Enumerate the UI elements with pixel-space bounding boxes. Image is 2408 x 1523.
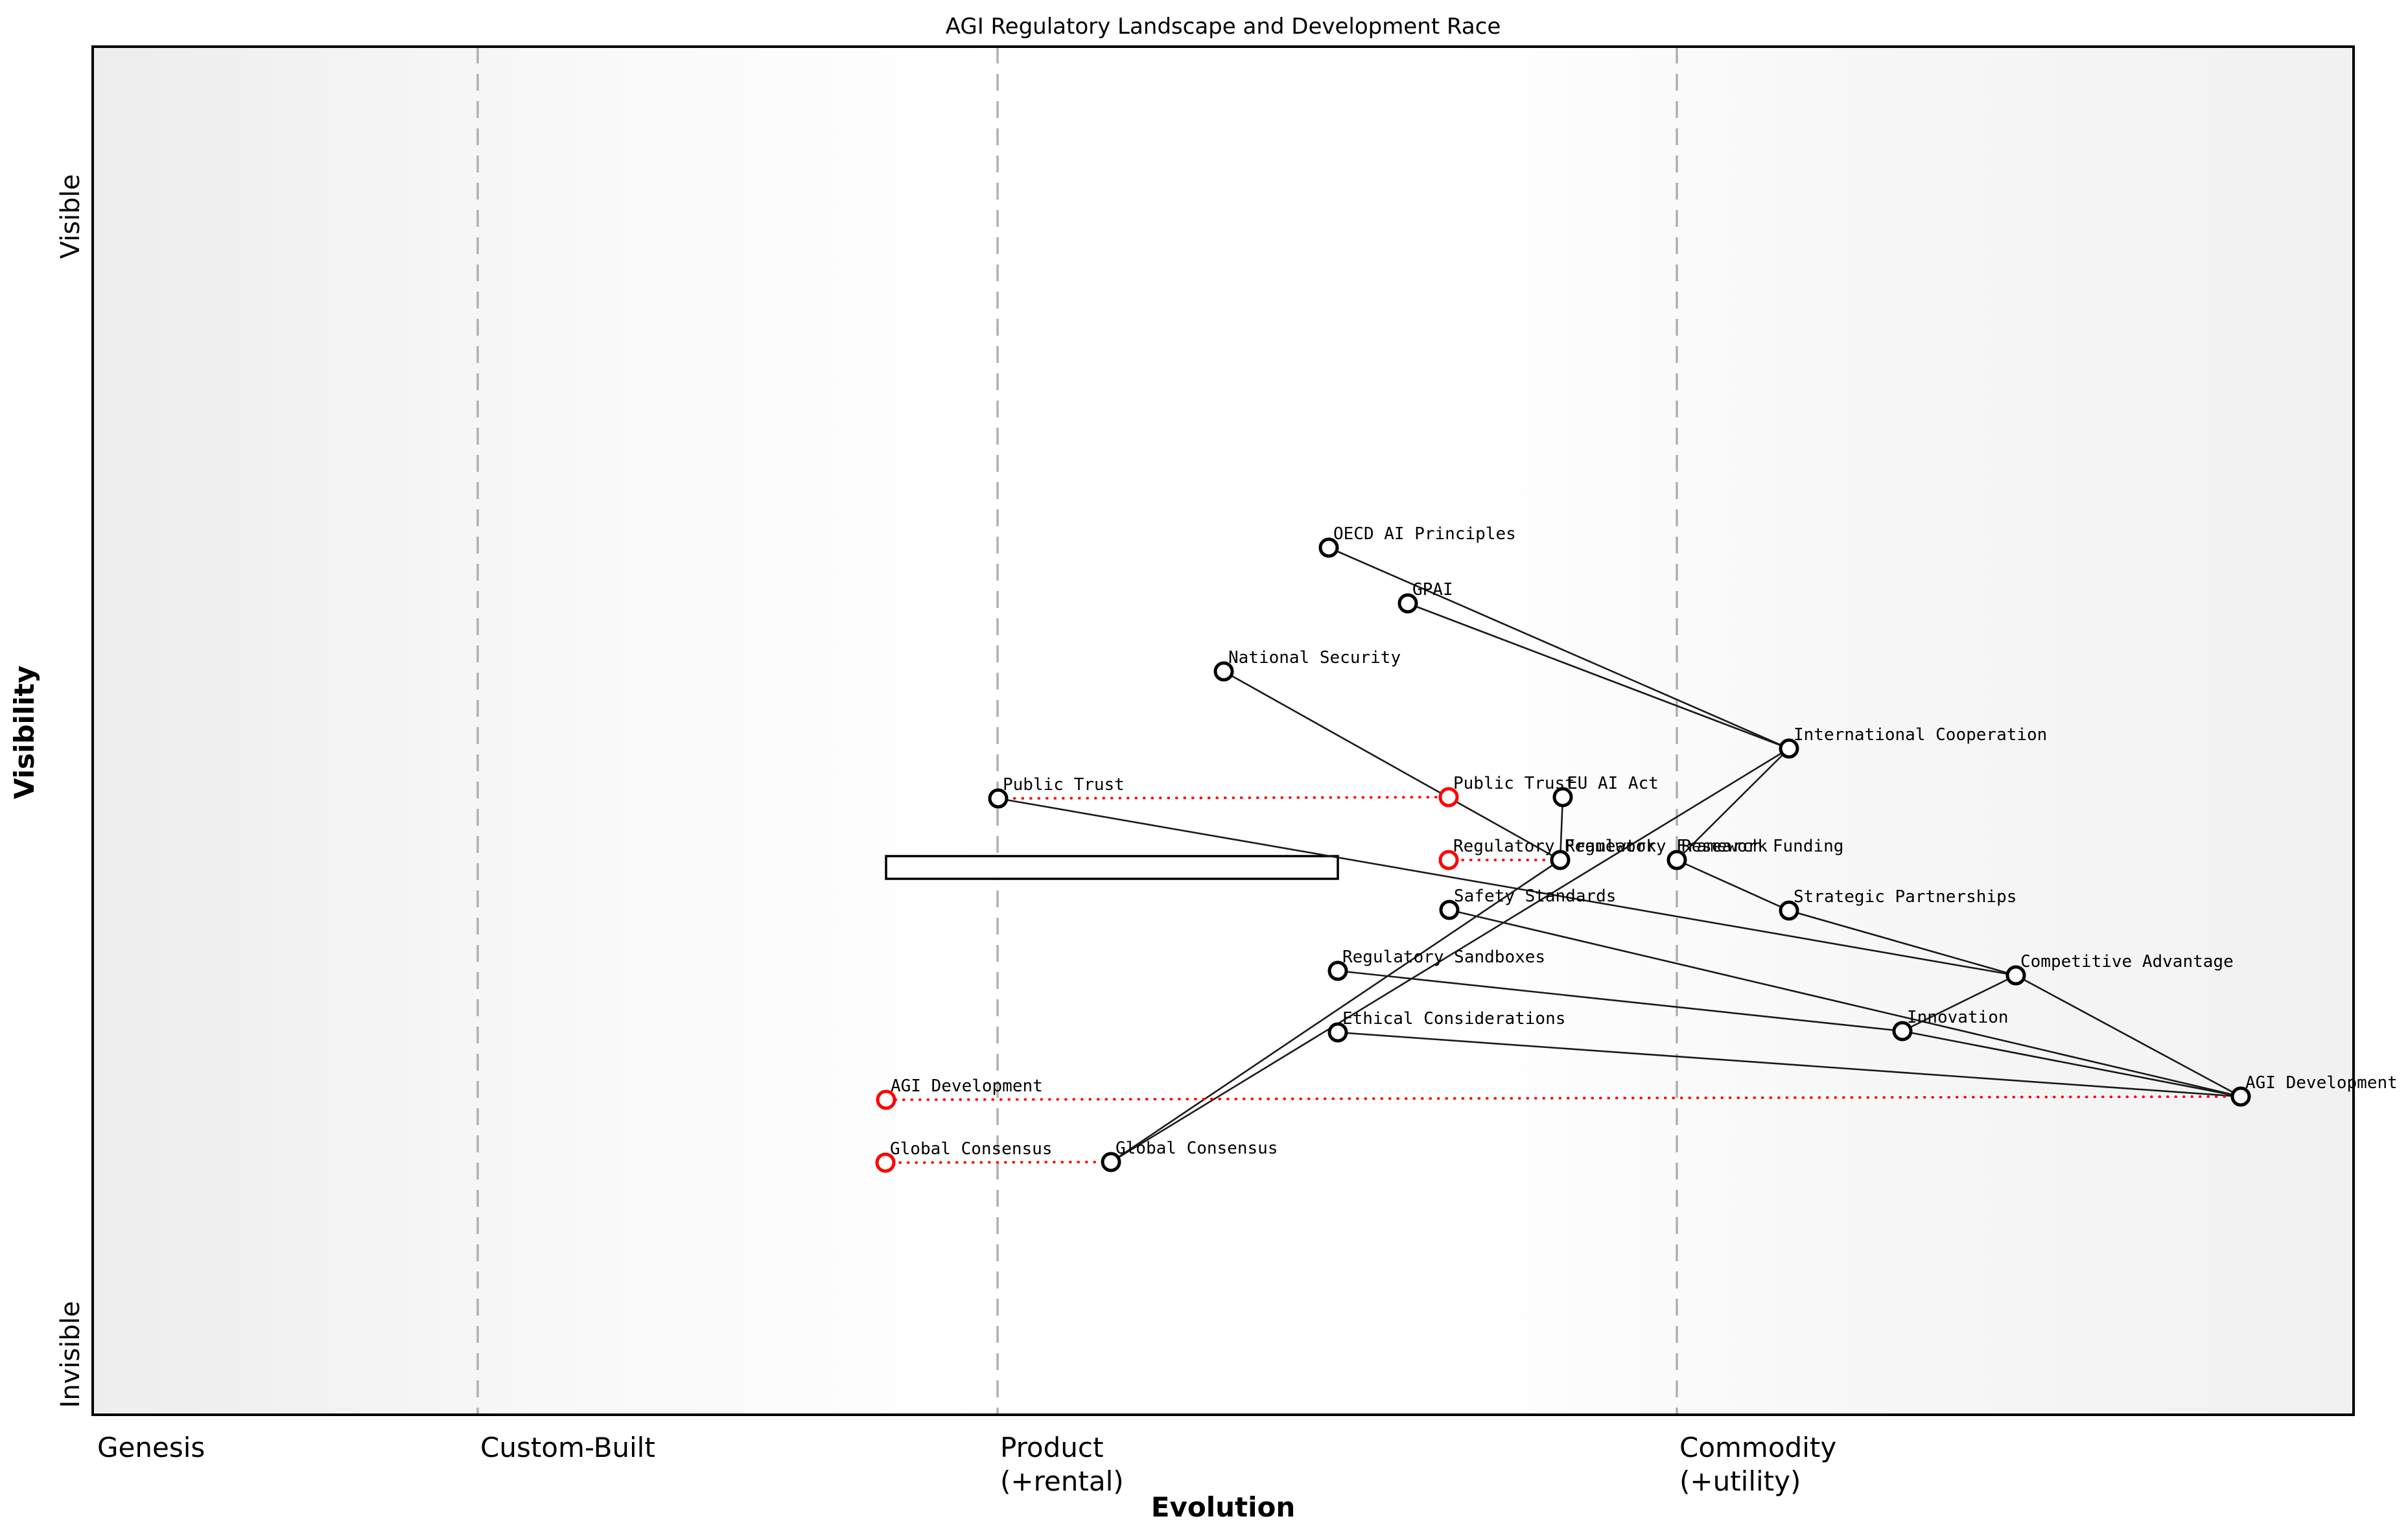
dependency-edge [1223, 670, 1561, 861]
plot-border [91, 45, 2355, 1416]
x-tick-commodity-sub: (+utility) [1679, 1465, 1801, 1497]
component-node [1666, 850, 1687, 870]
component-node [1552, 787, 1573, 808]
component-node [1101, 1152, 1121, 1172]
component-label: AGI Development [891, 1076, 1043, 1096]
gridline-layer [476, 47, 1678, 1415]
evolved-component-node [876, 1089, 896, 1110]
component-node [1779, 900, 1799, 921]
component-node [2005, 965, 2026, 986]
evolved-component-node [1438, 850, 1459, 870]
dependency-edge [1902, 974, 2016, 1032]
component-label: Regulatory Framework [1453, 837, 1656, 856]
component-label: OECD AI Principles [1333, 524, 1516, 544]
dependency-edge [2015, 974, 2241, 1098]
component-node [1779, 738, 1799, 759]
dependency-edge [1449, 909, 2241, 1098]
y-tick-visible: Visible [56, 174, 86, 259]
component-node [1892, 1021, 1913, 1041]
evolution-dotted-link [884, 1161, 1112, 1164]
node-layer [875, 537, 2251, 1173]
x-tick-genesis: Genesis [97, 1432, 205, 1463]
dependency-edge [1337, 970, 1903, 1032]
y-axis-label: Visibility [8, 666, 40, 799]
evolve-layer [884, 796, 2242, 1164]
component-node [2230, 1086, 2251, 1107]
dependency-edge [1559, 796, 1564, 861]
component-label: AGI Development [2245, 1073, 2398, 1093]
dependency-edge [1110, 859, 1561, 1163]
component-node [1327, 1022, 1348, 1043]
dependency-edge [1788, 909, 2016, 977]
component-label: National Security [1228, 648, 1401, 668]
component-label: Global Consensus [1116, 1139, 1278, 1158]
component-label: Ethical Considerations [1342, 1009, 1565, 1029]
component-node [988, 788, 1009, 809]
evolved-component-node [1438, 787, 1459, 808]
component-label: Public Trust [1003, 775, 1125, 795]
node-label-layer: OECD AI Principles GPAI National Security I… [890, 524, 2398, 1159]
x-tick-custom-built: Custom-Built [480, 1432, 655, 1463]
component-node [1213, 661, 1234, 682]
dependency-edge [1676, 859, 1790, 912]
x-tick-product-sub: (+rental) [1000, 1465, 1124, 1497]
component-node [1318, 537, 1339, 558]
component-label: International Cooperation [1794, 725, 2047, 745]
note-box-layer [885, 855, 1339, 880]
dependency-edge [1676, 748, 1790, 861]
component-label: GPAI [1412, 580, 1453, 599]
dependency-edge [1328, 546, 1790, 750]
component-label: Public Trust [1453, 774, 1575, 793]
component-label: Global Consensus [890, 1139, 1052, 1159]
component-label: Safety Standards [1454, 887, 1616, 906]
note-box [885, 855, 1339, 880]
component-label: Regulatory Sandboxes [1342, 948, 1545, 967]
x-tick-commodity: Commodity [1679, 1432, 1836, 1463]
dependency-edge [998, 797, 2016, 977]
component-label: Competitive Advantage [2020, 952, 2234, 971]
component-label: Regulatory Framework [1565, 837, 1768, 856]
component-label: EU AI Act [1567, 774, 1659, 793]
component-node [1439, 900, 1460, 920]
component-node [1327, 960, 1348, 981]
component-label: Innovation [1907, 1008, 2009, 1027]
component-node [1397, 593, 1418, 614]
evolution-dotted-link [885, 1095, 2242, 1101]
component-label: Strategic Partnerships [1794, 887, 2016, 907]
evolved-component-node [875, 1152, 896, 1173]
y-tick-invisible: Invisible [56, 1301, 86, 1408]
component-node [1550, 850, 1571, 870]
dependency-edge [1110, 747, 1790, 1163]
plot-background [93, 47, 2354, 1415]
component-label: Research Funding [1681, 837, 1843, 856]
x-axis-label: Evolution [1151, 1491, 1295, 1523]
chart-title: AGI Regulatory Landscape and Development… [946, 14, 1501, 40]
edge-layer [998, 546, 2241, 1163]
x-tick-product: Product [1000, 1432, 1103, 1463]
dependency-edge [1902, 1030, 2241, 1098]
dependency-edge [1407, 602, 1790, 750]
dependency-edge [1337, 1031, 2241, 1098]
